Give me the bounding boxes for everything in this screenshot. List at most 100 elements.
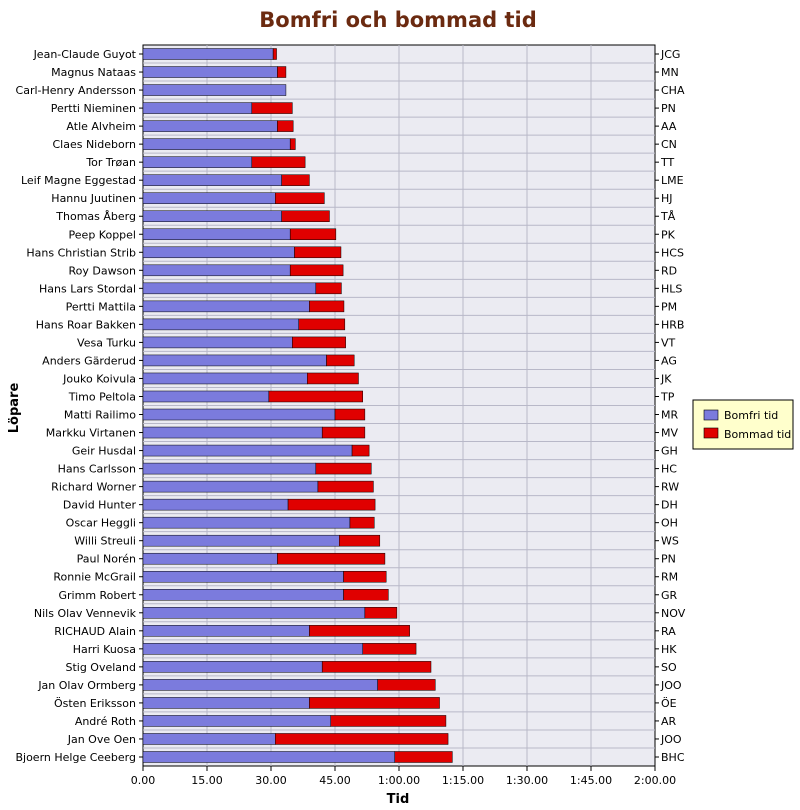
legend: Bomfri tid Bommad tid <box>692 399 794 450</box>
y-right-tick-label: TP <box>660 390 675 403</box>
y-tick-label: Thomas Åberg <box>55 210 136 223</box>
y-right-tick-label: RM <box>661 571 678 584</box>
bar-bommad <box>394 751 453 763</box>
bar-bomfri <box>142 480 319 493</box>
bar-bomfri <box>142 210 282 222</box>
bar-bomfri <box>142 372 308 385</box>
y-tick-label: Geir Husdal <box>72 445 136 458</box>
bar-bommad <box>275 733 449 745</box>
bar-bommad <box>277 66 287 78</box>
bar-bomfri <box>142 462 317 475</box>
x-tick-label: 30.00 <box>255 774 287 787</box>
y-right-tick-label: HRB <box>661 318 684 331</box>
x-tick-label: 45.00 <box>319 774 351 787</box>
y-right-tick-label: JOO <box>660 679 682 692</box>
y-right-tick-label: HJ <box>661 192 673 205</box>
bar-bomfri <box>142 643 363 655</box>
bar-bomfri <box>142 444 353 457</box>
x-tick-label: 2:00.00 <box>634 774 676 787</box>
y-tick-label: Pertti Nieminen <box>51 102 136 115</box>
y-tick-label: Jan Ove Oen <box>67 733 136 746</box>
bar-bommad <box>292 336 346 349</box>
bar-bommad <box>326 354 355 367</box>
x-tick-label: 15.00 <box>191 774 223 787</box>
y-right-tick-label: PN <box>661 553 676 566</box>
y-right-tick-label: HLS <box>661 282 682 295</box>
y-right-tick-label: TT <box>660 156 675 169</box>
y-tick-label: Jouko Koivula <box>62 372 136 385</box>
bar-bomfri <box>142 48 274 60</box>
bar-bomfri <box>142 318 299 331</box>
y-axis-title: Löpare <box>7 383 22 434</box>
bar-bomfri <box>142 625 310 637</box>
bar-bommad <box>315 282 342 295</box>
bar-bommad <box>294 246 342 259</box>
y-right-tick-label: PK <box>661 228 676 241</box>
y-tick-label: Leif Magne Eggestad <box>21 174 136 187</box>
x-axis-title: Tid <box>387 792 410 807</box>
y-tick-label: Harri Kuosa <box>73 643 136 656</box>
y-tick-label: Oscar Heggli <box>66 517 136 530</box>
y-tick-label: Hans Carlsson <box>58 463 136 476</box>
bar-bomfri <box>142 84 287 96</box>
y-right-tick-label: DH <box>661 499 678 512</box>
y-right-tick-label: MV <box>661 427 678 440</box>
legend-swatch-bomfri <box>703 409 719 421</box>
y-right-tick-label: MN <box>661 66 679 79</box>
y-right-tick-label: JCG <box>660 48 680 61</box>
y-tick-label: Claes Nideborn <box>52 138 136 151</box>
y-tick-label: Nils Olav Vennevik <box>34 607 137 620</box>
y-right-tick-label: JK <box>660 372 672 385</box>
bar-bommad <box>309 300 345 313</box>
y-right-tick-label: WS <box>661 535 679 548</box>
y-tick-label: Carl-Henry Andersson <box>16 84 136 97</box>
y-tick-label: Paul Norén <box>77 553 136 566</box>
y-tick-label: Grimm Robert <box>59 589 137 602</box>
bar-bomfri <box>142 589 344 601</box>
bar-bommad <box>277 552 386 565</box>
bar-bommad <box>251 156 306 168</box>
bar-bomfri <box>142 516 351 529</box>
bar-bommad <box>289 228 337 241</box>
bar-bomfri <box>142 354 327 367</box>
bar-bommad <box>289 264 344 277</box>
y-tick-label: Hans Roar Bakken <box>36 318 136 331</box>
bar-bommad <box>321 426 366 439</box>
bar-bomfri <box>142 246 295 259</box>
bar-bommad <box>334 408 366 421</box>
x-tick-label: 1:30.00 <box>506 774 548 787</box>
y-tick-label: Hannu Juutinen <box>51 192 136 205</box>
y-tick-label: Markku Virtanen <box>46 427 136 440</box>
y-tick-label: Willi Streuli <box>74 535 136 548</box>
bar-bommad <box>287 498 376 511</box>
bar-bomfri <box>142 156 253 168</box>
x-tick-label: 1:15.00 <box>442 774 484 787</box>
y-tick-label: Anders Gärderud <box>42 354 136 367</box>
bar-bomfri <box>142 102 253 114</box>
bars <box>142 48 453 763</box>
bar-bomfri <box>142 336 293 349</box>
x-tick-label: 1:00.00 <box>378 774 420 787</box>
bar-bommad <box>351 444 370 457</box>
bar-bomfri <box>142 607 366 619</box>
y-right-tick-label: ÖE <box>661 697 677 710</box>
y-right-tick-label: RW <box>661 481 679 494</box>
y-right-tick-label: GR <box>661 589 678 602</box>
y-right-tick-label: BHC <box>661 751 685 764</box>
y-right-tick-label: AR <box>661 715 677 728</box>
y-tick-label: Hans Christian Strib <box>26 246 136 259</box>
y-right-tick-label: AG <box>661 354 677 367</box>
y-right-tick-label: VT <box>661 336 676 349</box>
bar-bommad <box>317 480 374 493</box>
bar-bommad <box>309 625 410 637</box>
bar-bomfri <box>142 715 331 727</box>
y-tick-label: Jean-Claude Guyot <box>33 48 137 61</box>
bar-bomfri <box>142 174 282 186</box>
y-tick-label: Stig Oveland <box>65 661 136 674</box>
bar-bommad <box>349 516 375 529</box>
y-right-tick-label: GH <box>661 445 678 458</box>
bar-bomfri <box>142 679 378 691</box>
y-tick-label: Atle Alvheim <box>66 120 136 133</box>
bar-bomfri <box>142 408 336 421</box>
